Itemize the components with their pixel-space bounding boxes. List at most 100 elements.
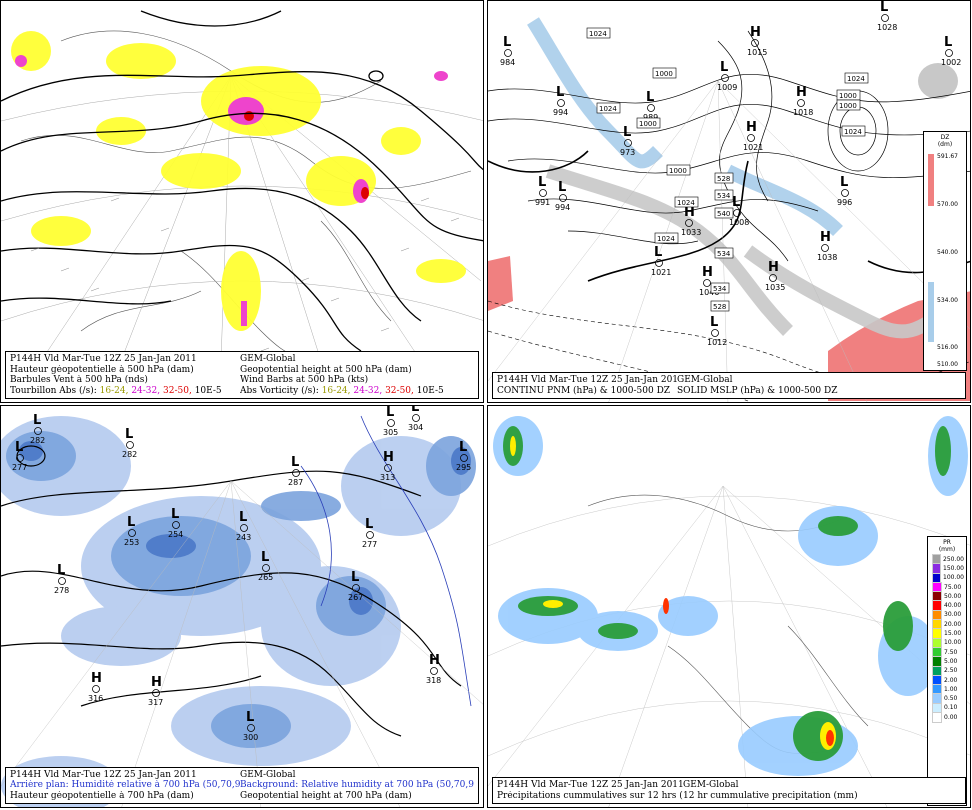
vorticity-legend-fr: Tourbillon Abs (/s): 16-24, 24-32, 32-50… [10, 386, 240, 397]
center-letter: L [246, 710, 254, 725]
center-value: 1012 [707, 338, 727, 347]
center-value: 287 [288, 478, 303, 487]
legend-rows: 250.00 150.00 100.00 75.00 50.00 40.00 30.00 20… [932, 554, 964, 724]
vorticity-legend-en: Abs Vorticity (/s): 16-24, 24-32, 32-50,… [240, 386, 474, 397]
isobar-label: 1024 [657, 235, 675, 243]
vort-range-2: 24-32, [131, 385, 161, 396]
center-marker-icon [152, 689, 160, 697]
center-marker-icon [559, 194, 567, 202]
center-marker-icon [128, 529, 136, 537]
high-pressure-center: H 1015 [747, 25, 767, 57]
isobar-label: 534 [717, 250, 731, 258]
vort-range-3: 32-50, [385, 385, 414, 396]
center-marker-icon [262, 564, 270, 572]
caption-text: GEM-Global [240, 354, 296, 364]
isobar-label-box [636, 117, 661, 129]
legend-label: 510.00 [937, 361, 958, 368]
legend-swatch [932, 712, 942, 724]
center-value: 304 [408, 423, 423, 432]
legend-label: 0.00 [944, 713, 958, 721]
legend-label: 2.00 [944, 676, 958, 684]
center-letter: L [732, 195, 740, 210]
legend-label: 150.00 [943, 564, 964, 572]
center-value: 253 [124, 538, 139, 547]
caption-text: Wind Barbs at 500 hPa (kts) [240, 375, 369, 385]
center-marker-icon [430, 667, 438, 675]
isobar-label-box [652, 67, 677, 79]
isobar-label-box [586, 27, 611, 39]
legend-label: 0.10 [944, 704, 958, 712]
high-pressure-center: H 318 [426, 653, 441, 685]
center-value: 1046 [699, 288, 719, 297]
isobar-label: 528 [717, 175, 730, 183]
low-pressure-center: L 295 [456, 440, 471, 472]
center-letter: L [239, 510, 247, 525]
center-marker-icon [703, 279, 711, 287]
low-pressure-center: L 287 [288, 455, 303, 487]
center-value: 1008 [729, 218, 749, 227]
center-marker-icon [821, 244, 829, 252]
caption-text: Précipitations cummulatives sur 12 hrs (… [497, 790, 683, 801]
isobar-label-box [666, 164, 691, 176]
center-value: 267 [348, 593, 363, 602]
caption-text: Abs Vorticity (/s): [240, 385, 319, 396]
low-pressure-center: L 1009 [717, 60, 737, 92]
center-letter: H [750, 25, 761, 40]
low-pressure-center: L 277 [12, 440, 27, 472]
legend-title-line: (dm) [937, 141, 953, 148]
center-letter: L [503, 35, 511, 50]
caption-text: GEM-Global [677, 375, 733, 385]
low-pressure-center: L 277 [362, 517, 377, 549]
center-letter: L [623, 125, 631, 140]
isobar-label: 1024 [589, 30, 607, 38]
center-marker-icon [711, 329, 719, 337]
isobar-label: 528 [713, 303, 726, 311]
panel-500hpa-vorticity: P144H Vld Mar-Tue 12Z 25 Jan-Jan 2011 GEM… [0, 0, 484, 403]
center-letter: L [880, 1, 888, 15]
legend-label: 1.00 [944, 685, 958, 693]
high-pressure-center: H 1018 [793, 85, 813, 117]
center-marker-icon [841, 189, 849, 197]
center-value: 1015 [747, 48, 767, 57]
caption-text: 12 hr cummulative precipitation (mm) [683, 790, 858, 801]
caption-text: Geopotential height at 700 hPa (dam) [240, 790, 412, 801]
legend-title: DZ (dm) [924, 132, 966, 148]
high-pressure-center: H 1046 [699, 265, 719, 297]
center-letter: H [746, 120, 757, 135]
center-letter: L [538, 175, 546, 190]
panel-700hpa-humidity: L 282 L 277 L 282 L 253 L 254 L 278 L 243 L 265 L 287 L 277… [0, 405, 484, 808]
caption-text: P144H Vld Mar-Tue 12Z 25 Jan-Jan 2011 [10, 354, 197, 364]
humidity-map: L 282 L 277 L 282 L 253 L 254 L 278 L 243 L 265 L 287 L 277… [1, 406, 483, 807]
low-pressure-center: L 984 [500, 35, 515, 67]
center-marker-icon [539, 189, 547, 197]
isobar-label-box [836, 99, 861, 111]
center-value: 254 [168, 530, 183, 539]
center-value: 1038 [817, 253, 837, 262]
center-letter: L [710, 315, 718, 330]
legend-label: 50.00 [944, 592, 962, 600]
isobar-label: 1000 [655, 70, 673, 78]
legend-label: 40.00 [944, 602, 962, 610]
isobar-label: 1000 [839, 92, 857, 100]
center-letter: L [459, 440, 467, 455]
center-marker-icon [881, 14, 889, 22]
isobar-label: 1000 [639, 120, 657, 128]
center-value: 265 [258, 573, 273, 582]
legend-label: 75.00 [944, 583, 962, 591]
center-marker-icon [34, 427, 42, 435]
center-marker-icon [733, 209, 741, 217]
center-marker-icon [557, 99, 565, 107]
center-letter: L [944, 35, 952, 50]
center-marker-icon [247, 724, 255, 732]
low-pressure-center: L 973 [620, 125, 635, 157]
center-letter: L [720, 60, 728, 75]
center-marker-icon [126, 441, 134, 449]
vort-unit: 10E-5 [416, 385, 444, 396]
legend-title-line: DZ [940, 134, 950, 141]
panel-caption: P144H Vld Mar-Tue 12Z 25 Jan-Jan 2011 GEM… [5, 351, 479, 399]
center-letter: H [151, 675, 162, 690]
center-letter: H [684, 205, 695, 220]
thickness-legend: DZ (dm) 591.67 570.00 540.00 534.00 516.… [923, 131, 967, 371]
center-marker-icon [797, 99, 805, 107]
